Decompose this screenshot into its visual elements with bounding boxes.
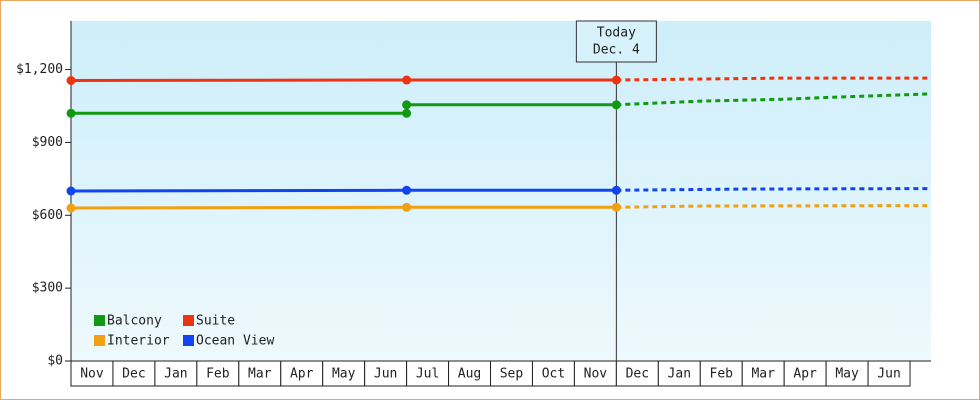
y-tick-label: $900 bbox=[32, 135, 63, 150]
x-tick-label: Dec bbox=[626, 367, 649, 382]
month-cell bbox=[280, 360, 324, 387]
x-tick-label: Jul bbox=[416, 367, 439, 382]
legend-swatch bbox=[94, 315, 105, 326]
price-point bbox=[402, 100, 412, 110]
price-point bbox=[402, 108, 412, 118]
x-tick-label: Jan bbox=[668, 367, 691, 382]
x-tick-label: Apr bbox=[290, 367, 314, 382]
month-cell bbox=[699, 360, 743, 387]
price-point bbox=[402, 75, 412, 85]
month-cell bbox=[615, 360, 659, 387]
price-line bbox=[70, 188, 617, 193]
month-cell bbox=[825, 360, 869, 387]
x-tick-label: Sep bbox=[500, 367, 524, 382]
month-cell bbox=[448, 360, 492, 387]
price-point bbox=[611, 185, 621, 195]
legend-label: Suite bbox=[196, 314, 235, 329]
month-cell bbox=[322, 360, 366, 387]
price-point bbox=[611, 202, 621, 212]
y-tick-label: $1,200 bbox=[16, 62, 63, 77]
legend-swatch bbox=[94, 335, 105, 346]
y-tick-label: $300 bbox=[32, 281, 63, 296]
today-label: Today bbox=[597, 26, 636, 41]
month-cell bbox=[657, 360, 701, 387]
legend-label: Interior bbox=[107, 334, 170, 349]
month-cell bbox=[783, 360, 827, 387]
forecast-line bbox=[616, 92, 932, 107]
x-tick-label: May bbox=[332, 367, 356, 382]
x-tick-label: Dec bbox=[122, 367, 145, 382]
price-point bbox=[402, 202, 412, 212]
month-cell bbox=[490, 360, 533, 387]
month-cell bbox=[867, 360, 911, 387]
price-point bbox=[66, 108, 76, 118]
y-tick-label: $600 bbox=[32, 208, 63, 223]
month-cell bbox=[406, 360, 450, 387]
legend-swatch bbox=[183, 335, 194, 346]
legend-swatch bbox=[183, 315, 194, 326]
x-tick-label: Feb bbox=[710, 367, 734, 382]
x-tick-label: Jan bbox=[164, 367, 187, 382]
price-line bbox=[70, 205, 617, 210]
month-cell bbox=[364, 360, 408, 387]
x-tick-label: May bbox=[835, 367, 859, 382]
x-tick-label: Apr bbox=[793, 367, 817, 382]
price-point bbox=[611, 100, 621, 110]
price-point bbox=[402, 185, 412, 195]
x-tick-label: Mar bbox=[248, 367, 272, 382]
month-cell bbox=[196, 360, 240, 387]
x-tick-label: Nov bbox=[584, 367, 608, 382]
x-tick-label: Jun bbox=[877, 367, 900, 382]
x-tick-label: Feb bbox=[206, 367, 230, 382]
today-label: Dec. 4 bbox=[593, 43, 640, 58]
month-cell bbox=[112, 360, 156, 387]
month-cell bbox=[238, 360, 282, 387]
legend-label: Balcony bbox=[107, 314, 162, 329]
price-point bbox=[66, 76, 76, 85]
today-box bbox=[575, 20, 657, 63]
forecast-line bbox=[616, 204, 932, 209]
x-tick-label: Nov bbox=[80, 367, 104, 382]
legend-label: Ocean View bbox=[196, 334, 274, 349]
month-cell bbox=[154, 360, 198, 387]
x-tick-label: Jun bbox=[374, 367, 397, 382]
x-tick-label: Oct bbox=[542, 367, 565, 382]
x-tick-label: Mar bbox=[751, 367, 775, 382]
price-point bbox=[66, 186, 76, 196]
month-cell bbox=[741, 360, 785, 387]
price-point bbox=[611, 75, 621, 85]
forecast-line bbox=[616, 76, 931, 82]
price-point bbox=[66, 203, 76, 213]
x-tick-label: Aug bbox=[458, 367, 481, 382]
y-tick-label: $0 bbox=[47, 354, 63, 369]
